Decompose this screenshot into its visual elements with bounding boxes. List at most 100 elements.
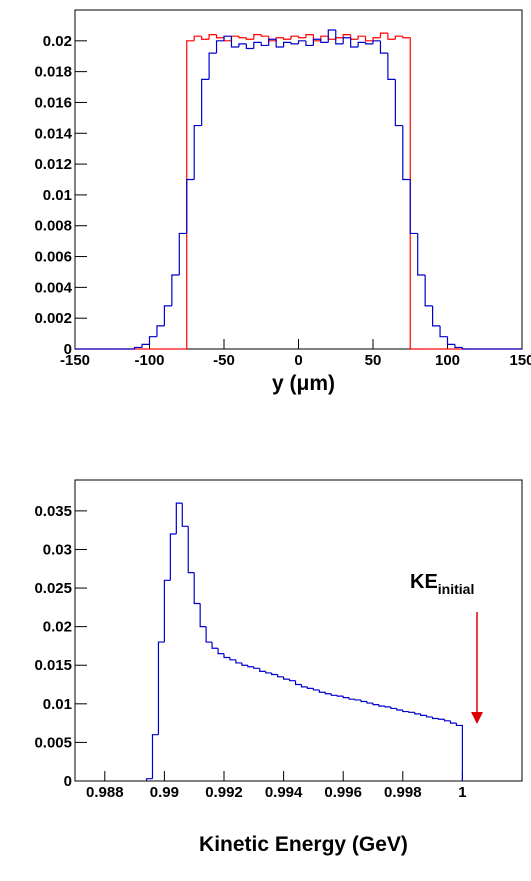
y-tick-label: 0.025	[34, 580, 72, 597]
histogram-step	[241, 662, 248, 666]
histogram-step	[424, 275, 433, 307]
histogram-step	[437, 718, 445, 720]
histogram-step	[186, 178, 195, 234]
histogram-step	[283, 37, 292, 40]
histogram-step	[318, 689, 326, 693]
histogram-step	[342, 696, 350, 699]
y-tick-label: 0.012	[34, 156, 72, 173]
histogram-step	[211, 642, 219, 649]
y-tick-label: 0.01	[43, 696, 72, 713]
histogram-step	[306, 686, 314, 689]
histogram-step	[414, 712, 421, 715]
x-tick-label: 0.994	[265, 784, 303, 801]
y-tick-label: 0.005	[34, 734, 72, 751]
histogram-step	[360, 699, 368, 703]
histogram-step	[354, 699, 362, 701]
histogram-step	[312, 38, 321, 46]
annotation-text: KE	[410, 571, 438, 593]
histogram-step	[461, 347, 470, 350]
histogram-step	[235, 659, 242, 664]
histogram-step	[335, 30, 344, 45]
histogram-step	[230, 36, 239, 48]
y-tick-label: 0.016	[34, 94, 72, 111]
y-tick-label: 0.01	[43, 187, 72, 204]
histogram-step	[193, 35, 202, 41]
histogram-step	[238, 36, 247, 39]
histogram-step	[379, 32, 388, 38]
annotation-arrowhead	[471, 712, 483, 724]
histogram-step	[443, 719, 451, 722]
histogram-step	[446, 336, 455, 345]
histogram-step	[390, 706, 397, 710]
histogram-step	[432, 716, 439, 720]
histogram-step	[350, 34, 359, 40]
y-tick-label: 0.015	[34, 657, 72, 674]
x-tick-label: -150	[60, 352, 90, 369]
histogram-step	[305, 40, 314, 47]
histogram-step	[432, 305, 441, 327]
histogram-step	[455, 723, 463, 781]
histogram-step	[245, 43, 254, 50]
histogram-step	[402, 36, 411, 39]
histogram-step	[350, 37, 359, 48]
histogram-step	[335, 37, 344, 40]
histogram-step	[223, 37, 232, 42]
histogram-step	[402, 125, 411, 181]
histogram-step	[372, 37, 381, 41]
histogram-step	[187, 526, 195, 574]
histogram-step	[157, 641, 165, 735]
histogram-step	[134, 346, 143, 349]
plot-frame	[74, 479, 523, 782]
histogram-step	[396, 708, 403, 711]
x-tick-label: 0.988	[86, 784, 124, 801]
x-tick-label: 0	[294, 352, 302, 369]
histogram-step	[253, 666, 260, 669]
y-tick-label: 0.008	[34, 218, 72, 235]
histogram-step	[151, 734, 159, 779]
histogram-step	[268, 38, 277, 46]
histogram-step	[163, 305, 172, 326]
histogram-step	[230, 35, 239, 41]
histogram-step	[268, 36, 277, 42]
y-tick-label: 0.002	[34, 310, 72, 327]
x-tick-label: 0.996	[324, 784, 362, 801]
histogram-step	[283, 676, 290, 680]
y-tick-label: 0.018	[34, 64, 72, 81]
x-tick-label: 0.99	[150, 784, 179, 801]
histogram-step	[449, 720, 457, 724]
y-tick-label: 0.014	[34, 125, 72, 142]
histogram-step	[247, 665, 254, 668]
histogram-step	[208, 34, 217, 40]
histogram-step	[372, 703, 379, 706]
histogram-step	[357, 35, 366, 40]
histogram-step	[283, 41, 292, 47]
histogram-step	[348, 697, 356, 700]
histogram-step	[199, 603, 207, 628]
histogram-step	[145, 778, 153, 781]
histogram-step	[229, 657, 236, 661]
histogram-step	[297, 40, 306, 44]
annotation: KEinitial	[410, 571, 474, 597]
histogram-step	[201, 36, 210, 40]
y-tick-label: 0.006	[34, 249, 72, 266]
histogram-step	[420, 713, 427, 716]
y-tick-label: 0.02	[43, 33, 72, 50]
x-tick-label: 0.992	[205, 784, 243, 801]
histogram-step	[245, 37, 254, 40]
x-tick-label: -100	[134, 352, 164, 369]
histogram-step	[402, 709, 409, 713]
histogram-step	[312, 34, 321, 42]
histogram-step	[297, 36, 306, 39]
histogram-step	[178, 232, 187, 276]
histogram-step	[384, 706, 391, 708]
histogram-step	[454, 344, 463, 349]
histogram-step	[394, 79, 403, 127]
histogram-step	[181, 503, 189, 527]
histogram-step	[364, 36, 373, 42]
x-axis-title: y (μm)	[272, 372, 335, 395]
histogram-step	[324, 692, 332, 695]
histogram-step	[275, 39, 284, 48]
histogram-step	[163, 579, 171, 643]
histogram-step	[394, 35, 403, 40]
